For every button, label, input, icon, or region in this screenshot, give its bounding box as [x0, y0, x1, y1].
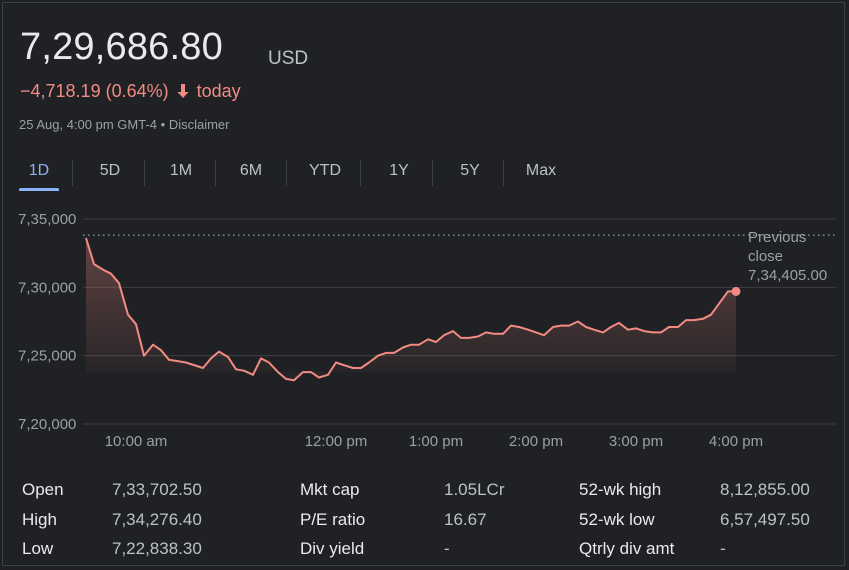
tab-max[interactable]: Max — [515, 160, 567, 190]
x-tick-label: 2:00 pm — [509, 433, 563, 450]
tab-divider — [432, 160, 433, 186]
quote-timestamp-row: 25 Aug, 4:00 pm GMT-4 • Disclaimer — [19, 117, 229, 132]
stat-label: Qtrly div amt — [579, 539, 675, 558]
x-tick-label: 12:00 pm — [305, 433, 368, 450]
price-change-period: today — [196, 81, 241, 101]
previous-close-label: Previous — [748, 229, 806, 246]
tab-1d[interactable]: 1D — [19, 160, 59, 191]
tab-5y[interactable]: 5Y — [449, 160, 491, 190]
current-price: 7,29,686.80 — [20, 26, 223, 68]
stat-label: Low — [22, 539, 54, 558]
tab-divider — [72, 160, 73, 186]
price-area — [86, 238, 736, 381]
meta-separator: • — [157, 117, 169, 132]
price-chart: 7,35,000 7,30,000 7,25,000 7,20,000 10:00 am… — [18, 211, 836, 450]
tab-5d[interactable]: 5D — [90, 160, 130, 190]
x-tick-label: 4:00 pm — [709, 433, 763, 450]
stat-value: 1.05LCr — [444, 480, 505, 499]
key-stats: Open 7,33,702.50 High 7,34,276.40 Low 7,22,83… — [0, 478, 849, 562]
price-change: −4,718.19 (0.64%) today — [20, 81, 241, 102]
price-change-value: −4,718.19 (0.64%) — [20, 81, 169, 101]
stat-label: High — [22, 510, 57, 529]
stat-label: 52-wk high — [579, 480, 662, 499]
active-tab-indicator — [19, 188, 59, 191]
tab-1m[interactable]: 1M — [160, 160, 202, 190]
tab-divider — [286, 160, 287, 186]
stat-label: Open — [22, 480, 64, 499]
x-tick-label: 1:00 pm — [409, 433, 463, 450]
tab-divider — [215, 160, 216, 186]
tab-label: Max — [525, 162, 557, 179]
tab-label: YTD — [309, 162, 341, 179]
tab-label: 1M — [169, 162, 193, 179]
stat-value: - — [720, 539, 726, 558]
tab-label: 6M — [239, 162, 263, 179]
arrow-down-icon — [176, 83, 190, 99]
x-tick-label: 3:00 pm — [609, 433, 663, 450]
stat-label: P/E ratio — [300, 510, 366, 529]
disclaimer-link[interactable]: Disclaimer — [168, 117, 230, 132]
stat-value: - — [444, 539, 450, 558]
y-tick-label: 7,25,000 — [18, 348, 76, 365]
tab-divider — [503, 160, 504, 186]
last-price-point — [731, 286, 741, 296]
y-tick-label: 7,35,000 — [18, 211, 76, 228]
y-tick-label: 7,30,000 — [18, 279, 76, 296]
y-tick-label: 7,20,000 — [18, 416, 76, 433]
stat-label: Mkt cap — [300, 480, 360, 499]
stat-label: Div yield — [300, 539, 365, 558]
currency-label: USD — [268, 48, 309, 69]
stat-value: 7,22,838.30 — [112, 539, 202, 558]
stat-value: 7,33,702.50 — [112, 480, 202, 499]
x-tick-label: 10:00 am — [105, 433, 168, 450]
tab-label: 5D — [99, 162, 121, 179]
stat-value: 6,57,497.50 — [720, 510, 810, 529]
stat-value: 16.67 — [444, 510, 487, 529]
tab-divider — [360, 160, 361, 186]
tab-ytd[interactable]: YTD — [299, 160, 351, 190]
price-line — [85, 237, 736, 382]
tab-label: 5Y — [460, 162, 480, 179]
previous-close-value: 7,34,405.00 — [748, 267, 827, 284]
tab-divider — [144, 160, 145, 186]
previous-close-label: close — [748, 248, 783, 265]
stat-value: 8,12,855.00 — [720, 480, 810, 499]
tab-label: 1D — [28, 162, 50, 179]
quote-timestamp: 25 Aug, 4:00 pm GMT-4 — [19, 117, 158, 132]
tab-1y[interactable]: 1Y — [378, 160, 420, 190]
stat-label: 52-wk low — [579, 510, 655, 529]
tab-label: 1Y — [389, 162, 409, 179]
stat-value: 7,34,276.40 — [112, 510, 202, 529]
tab-6m[interactable]: 6M — [230, 160, 272, 190]
